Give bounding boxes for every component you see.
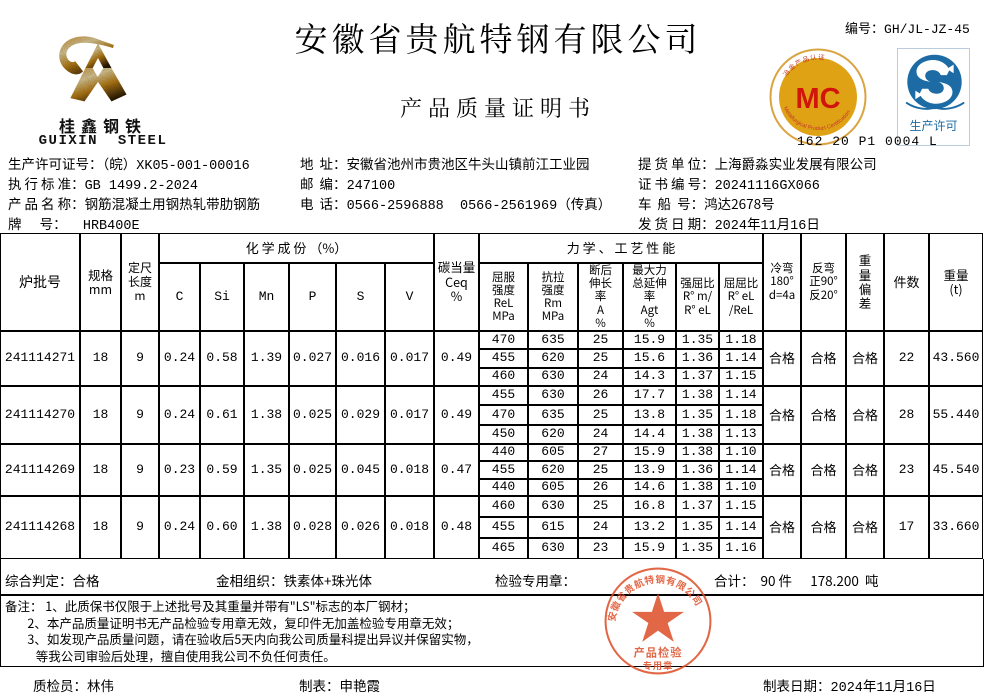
svg-text:MC: MC: [795, 83, 840, 115]
svg-text:专用章: 专用章: [643, 658, 674, 672]
